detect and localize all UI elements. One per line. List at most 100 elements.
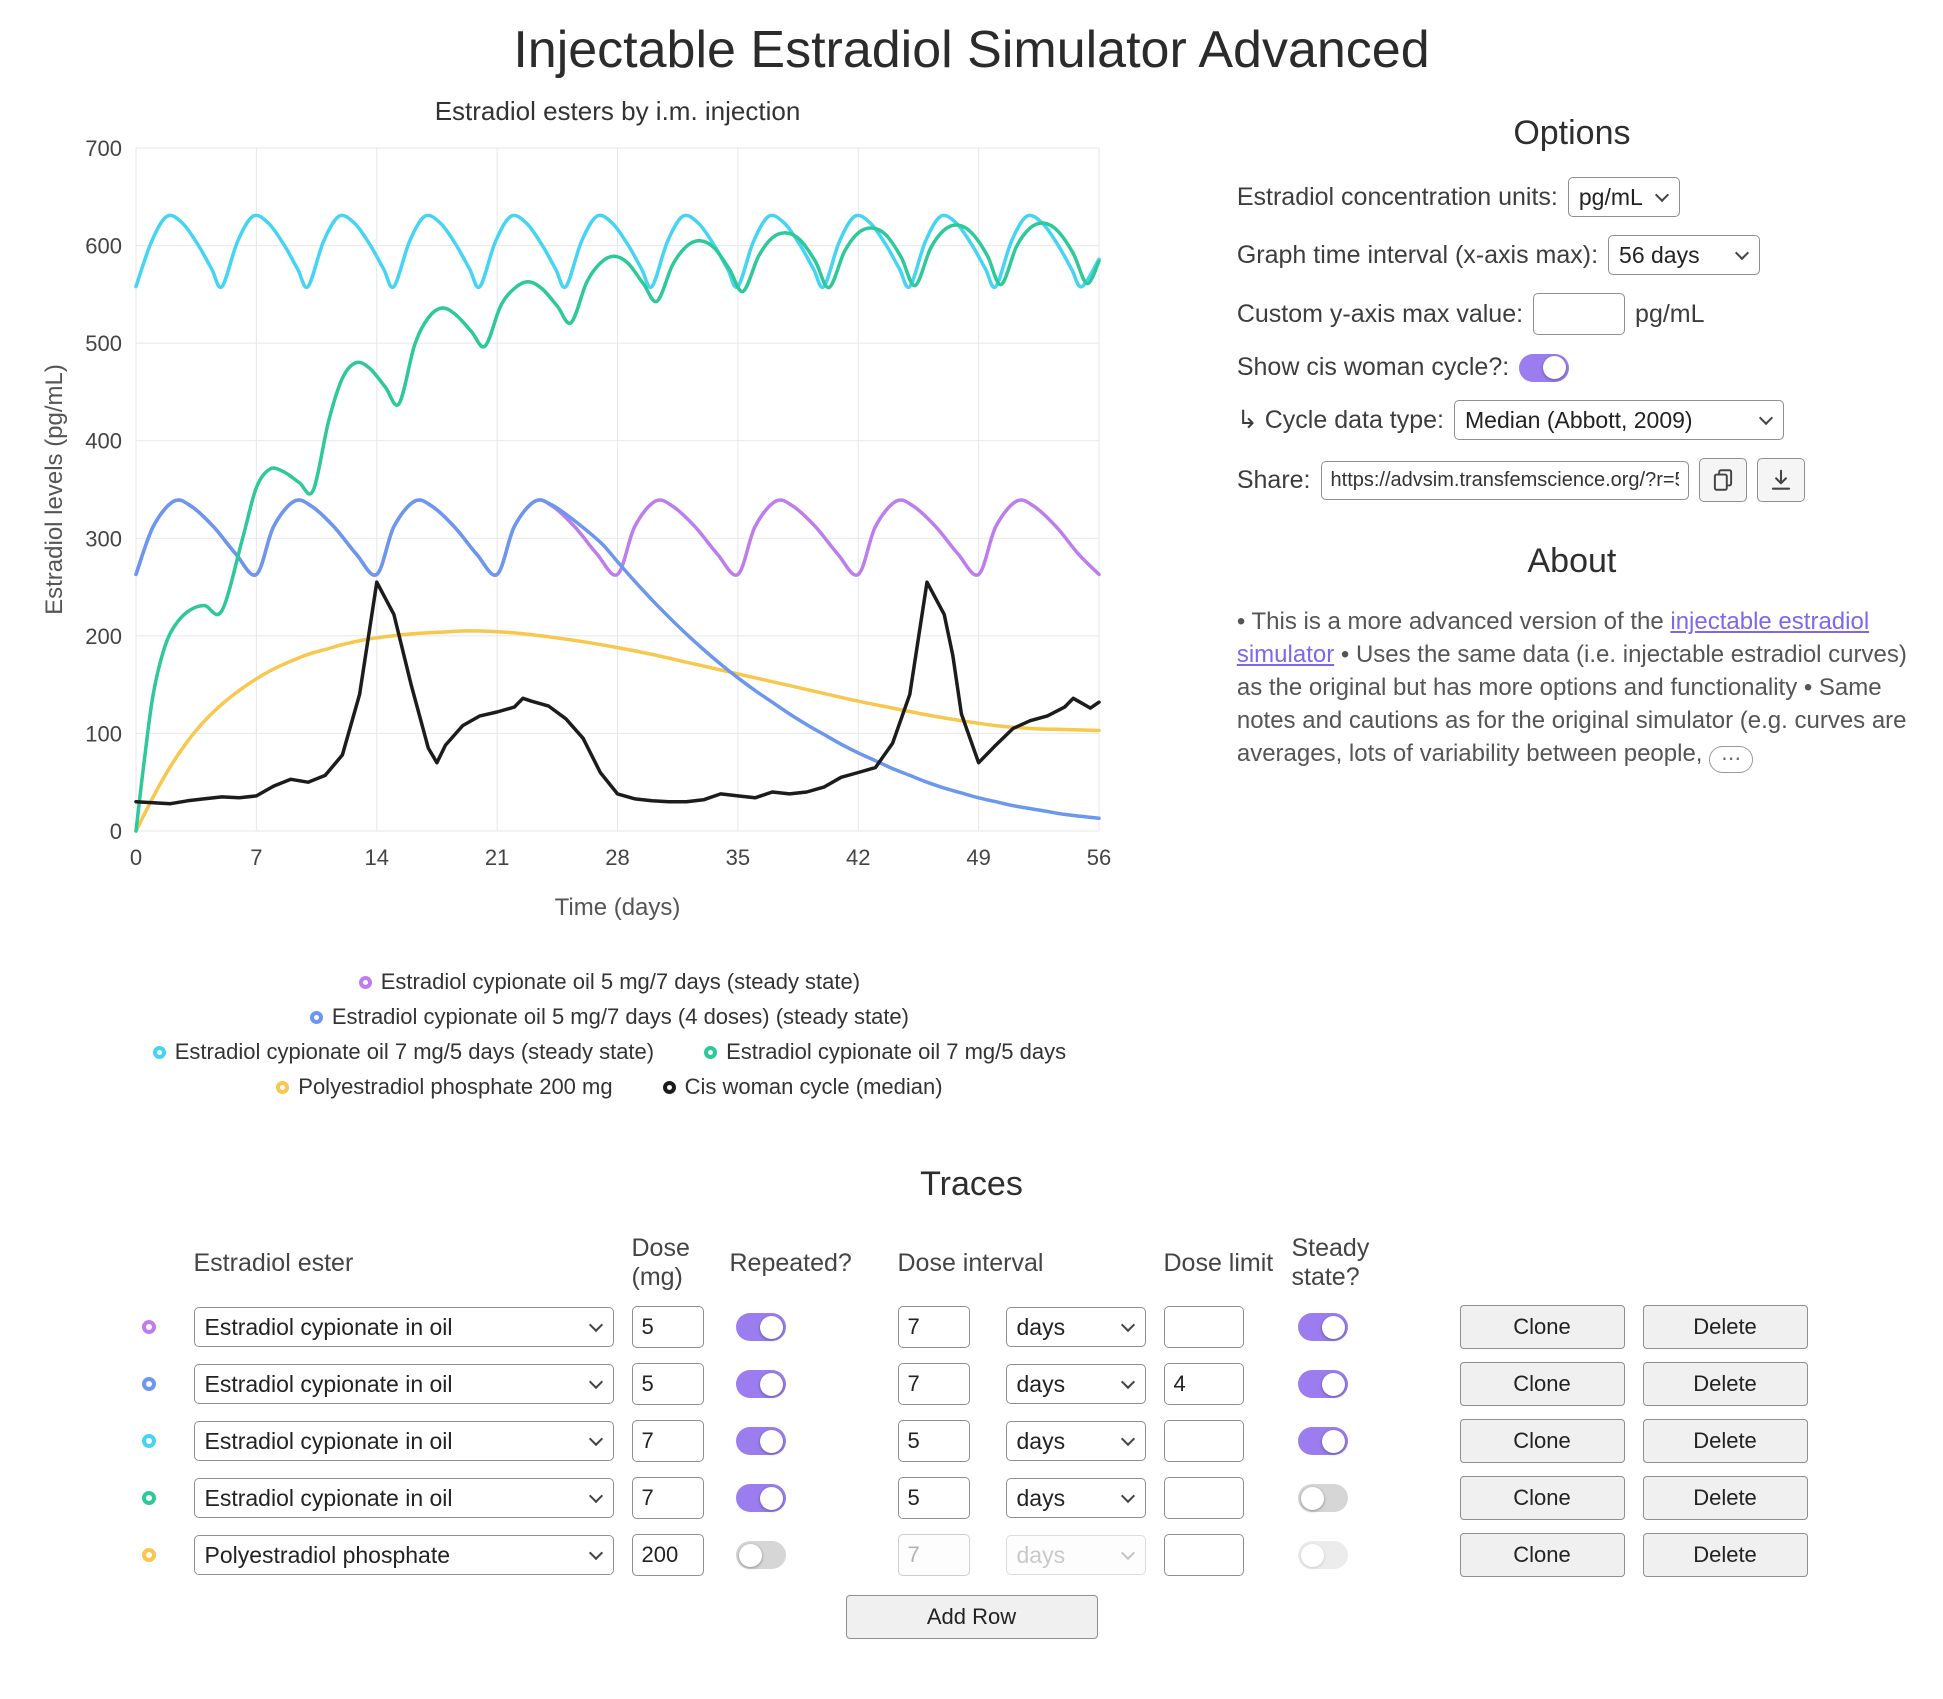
trace-repeated-toggle[interactable] — [735, 1427, 786, 1455]
legend-item-polyestradiol-phosphate-200-mg[interactable]: Polyestradiol phosphate 200 mg — [276, 1074, 613, 1100]
series-estradiol-cypionate-oil-7-mg-5-days-steady-state — [134, 213, 1101, 290]
trace-repeated-toggle[interactable] — [735, 1484, 786, 1512]
trace-steady-toggle[interactable] — [1297, 1313, 1348, 1341]
clone-button[interactable]: Clone — [1459, 1419, 1625, 1463]
share-url-input[interactable] — [1320, 460, 1689, 500]
units-row: Estradiol concentration units: pg/mL — [1237, 177, 1907, 217]
legend-item-estradiol-cypionate-oil-5-mg-7-days-steady-state[interactable]: Estradiol cypionate oil 5 mg/7 days (ste… — [358, 969, 861, 995]
cis-cycle-label: Show cis woman cycle?: — [1236, 353, 1510, 381]
time-interval-select[interactable]: 56 days — [1608, 235, 1761, 275]
copy-icon — [1713, 469, 1732, 491]
trace-interval-input[interactable] — [897, 1420, 970, 1462]
trace-interval-input[interactable] — [897, 1477, 970, 1519]
about-heading: About — [1527, 542, 1617, 580]
add-row-button[interactable]: Add Row — [845, 1595, 1098, 1639]
x-tick-label: 49 — [966, 845, 990, 870]
download-button[interactable] — [1756, 458, 1805, 502]
series-cis-woman-cycle-median — [134, 580, 1101, 806]
cycle-type-row: ↳ Cycle data type: Median (Abbott, 2009) — [1237, 400, 1907, 440]
delete-button[interactable]: Delete — [1642, 1533, 1808, 1577]
legend-label: Estradiol cypionate oil 5 mg/7 days (ste… — [380, 969, 861, 994]
traces-header-dose: Dose (mg) — [631, 1234, 690, 1291]
cis-cycle-toggle[interactable] — [1519, 353, 1570, 382]
estradiol-chart[interactable]: 0 100 200 300 400 500 600 700 0 7 14 21 28 35 42 49 56 Es… — [36, 86, 1136, 946]
about-text: • This is a more advanced version of the… — [1236, 605, 1907, 774]
trace-steady-toggle[interactable] — [1297, 1370, 1348, 1398]
legend-label: Estradiol cypionate oil 5 mg/7 days (4 d… — [331, 1004, 909, 1029]
trace-steady-toggle[interactable] — [1297, 1484, 1348, 1512]
delete-button[interactable]: Delete — [1642, 1419, 1808, 1463]
chart-legend: Estradiol cypionate oil 5 mg/7 days (ste… — [36, 969, 1183, 1100]
trace-steady-toggle[interactable] — [1297, 1427, 1348, 1455]
legend-marker-icon — [152, 1045, 166, 1059]
trace-ester-select-wrap: Polyestradiol phosphate — [193, 1535, 614, 1575]
trace-dose-limit-input[interactable] — [1163, 1306, 1244, 1348]
chart-x-axis-label: Time (days) — [555, 894, 681, 921]
chart-title: Estradiol esters by i.m. injection — [435, 96, 801, 126]
share-row: Share: — [1237, 458, 1907, 502]
clone-button[interactable]: Clone — [1459, 1305, 1625, 1349]
y-tick-label: 300 — [85, 526, 122, 551]
delete-button[interactable]: Delete — [1642, 1362, 1808, 1406]
y-tick-label: 400 — [85, 429, 122, 454]
expand-more-button[interactable]: ⋯ — [1709, 746, 1754, 774]
trace-dose-input[interactable] — [631, 1363, 704, 1405]
trace-interval-input[interactable] — [897, 1534, 970, 1576]
trace-ester-select[interactable]: Estradiol cypionate in oil — [193, 1478, 614, 1518]
trace-ester-select[interactable]: Polyestradiol phosphate — [193, 1535, 614, 1575]
trace-interval-unit-wrap: days — [1005, 1421, 1146, 1461]
trace-ester-select-wrap: Estradiol cypionate in oil — [193, 1307, 614, 1347]
trace-ester-select[interactable]: Estradiol cypionate in oil — [193, 1364, 614, 1404]
units-select[interactable]: pg/mL — [1567, 177, 1680, 217]
trace-dose-limit-input[interactable] — [1163, 1534, 1244, 1576]
ymax-unit-label: pg/mL — [1635, 299, 1705, 328]
trace-interval-input[interactable] — [897, 1363, 970, 1405]
trace-ester-select-wrap: Estradiol cypionate in oil — [193, 1421, 614, 1461]
trace-interval-unit-select[interactable]: days — [1005, 1535, 1146, 1575]
share-label: Share: — [1236, 465, 1311, 494]
legend-marker-icon — [704, 1045, 718, 1059]
trace-repeated-toggle[interactable] — [735, 1313, 786, 1341]
trace-dose-input[interactable] — [631, 1534, 704, 1576]
trace-interval-unit-select[interactable]: days — [1005, 1421, 1146, 1461]
trace-interval-unit-select[interactable]: days — [1005, 1364, 1146, 1404]
legend-item-cis-woman-cycle-median[interactable]: Cis woman cycle (median) — [662, 1074, 943, 1100]
trace-interval-unit-select[interactable]: days — [1005, 1478, 1146, 1518]
traces-header-steady: Steady state? — [1291, 1234, 1370, 1291]
chart-y-axis-label: Estradiol levels (pg/mL) — [41, 364, 68, 615]
trace-repeated-toggle[interactable] — [735, 1541, 786, 1569]
x-tick-label: 42 — [846, 845, 870, 870]
trace-dose-limit-input[interactable] — [1163, 1363, 1244, 1405]
legend-label: Estradiol cypionate oil 7 mg/5 days — [726, 1039, 1067, 1064]
y-tick-label: 100 — [85, 721, 122, 746]
x-tick-label: 14 — [365, 845, 389, 870]
trace-steady-toggle[interactable] — [1297, 1541, 1348, 1569]
page-title: Injectable Estradiol Simulator Advanced — [513, 21, 1430, 79]
delete-button[interactable]: Delete — [1642, 1305, 1808, 1349]
trace-dose-input[interactable] — [631, 1420, 704, 1462]
legend-item-estradiol-cypionate-oil-7-mg-5-days-steady-state[interactable]: Estradiol cypionate oil 7 mg/5 days (ste… — [152, 1039, 654, 1065]
simulator-link[interactable]: injectable estradiol simulator — [1236, 608, 1870, 669]
copy-share-button[interactable] — [1698, 458, 1747, 502]
custom-ymax-input[interactable] — [1533, 293, 1626, 335]
y-tick-label: 600 — [85, 234, 122, 259]
trace-repeated-toggle[interactable] — [735, 1370, 786, 1398]
trace-interval-unit-select[interactable]: days — [1005, 1307, 1146, 1347]
trace-interval-input[interactable] — [897, 1306, 970, 1348]
trace-dose-limit-input[interactable] — [1163, 1477, 1244, 1519]
clone-button[interactable]: Clone — [1459, 1362, 1625, 1406]
trace-dose-limit-input[interactable] — [1163, 1420, 1244, 1462]
clone-button[interactable]: Clone — [1459, 1476, 1625, 1520]
legend-item-estradiol-cypionate-oil-5-mg-7-days-4-doses-steady-state[interactable]: Estradiol cypionate oil 5 mg/7 days (4 d… — [309, 1004, 909, 1030]
trace-ester-select[interactable]: Estradiol cypionate in oil — [193, 1421, 614, 1461]
x-tick-label: 35 — [726, 845, 750, 870]
delete-button[interactable]: Delete — [1642, 1476, 1808, 1520]
legend-item-estradiol-cypionate-oil-7-mg-5-days[interactable]: Estradiol cypionate oil 7 mg/5 days — [704, 1039, 1066, 1065]
cycle-type-select[interactable]: Median (Abbott, 2009) — [1454, 400, 1784, 440]
trace-dose-input[interactable] — [631, 1306, 704, 1348]
clone-button[interactable]: Clone — [1459, 1533, 1625, 1577]
x-tick-label: 21 — [485, 845, 509, 870]
traces-header-repeated: Repeated? — [729, 1248, 852, 1277]
trace-ester-select[interactable]: Estradiol cypionate in oil — [193, 1307, 614, 1347]
trace-dose-input[interactable] — [631, 1477, 704, 1519]
